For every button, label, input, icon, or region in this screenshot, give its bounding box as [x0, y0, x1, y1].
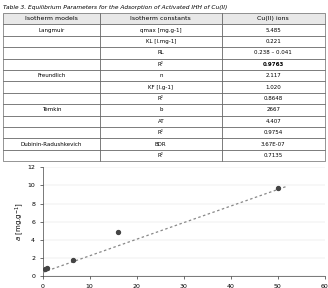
Y-axis label: $a$ [mg.g$^{-1}$]: $a$ [mg.g$^{-1}$]	[13, 202, 26, 241]
Point	[115, 230, 120, 234]
Point	[71, 257, 76, 262]
Point	[44, 266, 50, 271]
Text: Table 3. Equilibrium Parameters for the Adsorption of Activated IHH of Cu(II): Table 3. Equilibrium Parameters for the …	[3, 5, 228, 10]
Point	[42, 266, 47, 271]
Point	[275, 186, 280, 190]
